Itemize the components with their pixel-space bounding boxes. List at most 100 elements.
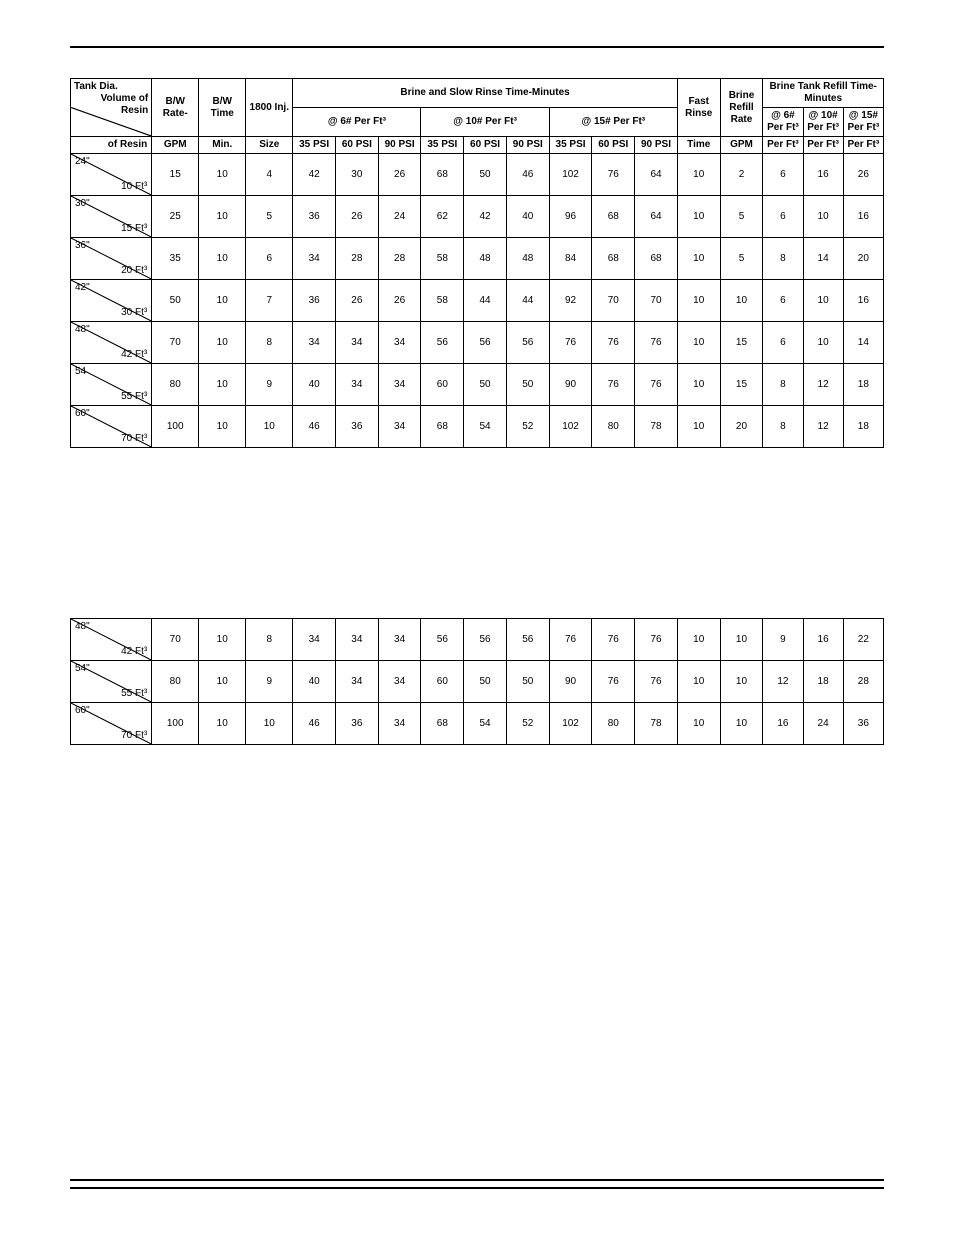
cell: 36: [293, 196, 336, 238]
cell: 10: [199, 364, 246, 406]
hdr-min: Min.: [199, 137, 246, 154]
cell: 92: [549, 280, 592, 322]
hdr-perft6: Per Ft³: [763, 137, 803, 154]
cell: 76: [635, 661, 678, 703]
cell: 20: [843, 238, 883, 280]
cell: 60: [421, 661, 464, 703]
cell: 44: [506, 280, 549, 322]
cell: 40: [293, 661, 336, 703]
tank-dia: 54: [75, 366, 86, 378]
cell: 8: [763, 364, 803, 406]
spec-table-2: 48"42 Ft³7010834343456565676767610109162…: [70, 618, 884, 745]
cell: 68: [592, 238, 635, 280]
cell: 76: [592, 364, 635, 406]
cell: 8: [763, 238, 803, 280]
cell: 14: [843, 322, 883, 364]
tank-vol: 42 Ft³: [121, 646, 147, 658]
cell: 34: [293, 322, 336, 364]
tank-vol: 70 Ft³: [121, 433, 147, 445]
cell: 56: [506, 322, 549, 364]
cell: 78: [635, 406, 678, 448]
cell: 6: [763, 196, 803, 238]
cell: 9: [246, 661, 293, 703]
table-row: 48"42 Ft³7010834343456565676767610156101…: [71, 322, 884, 364]
hdr-60b: 60 PSI: [464, 137, 507, 154]
hdr-35c: 35 PSI: [549, 137, 592, 154]
cell: 30: [336, 154, 379, 196]
cell: 70: [152, 619, 199, 661]
tank-dia: 24": [75, 156, 90, 168]
cell: 10: [720, 619, 763, 661]
hdr-r10: @ 10# Per Ft³: [803, 108, 843, 137]
hdr-volume: Volume of Resin: [71, 93, 148, 117]
tank-dia: 54": [75, 663, 90, 675]
cell: 10: [677, 364, 720, 406]
cell: 102: [549, 406, 592, 448]
cell: 5: [720, 196, 763, 238]
cell: 9: [246, 364, 293, 406]
cell: 76: [635, 619, 678, 661]
cell: 10: [677, 661, 720, 703]
cell: 24: [378, 196, 421, 238]
cell: 24: [803, 703, 843, 745]
table-row: 5455 Ft³80109403434605050907676101581218: [71, 364, 884, 406]
cell: 52: [506, 406, 549, 448]
cell: 34: [336, 661, 379, 703]
table-row: 54"55 Ft³8010940343460505090767610101218…: [71, 661, 884, 703]
tank-vol: 15 Ft³: [121, 223, 147, 235]
table-row: 48"42 Ft³7010834343456565676767610109162…: [71, 619, 884, 661]
tank-cell: 36"20 Ft³: [71, 238, 152, 280]
hdr-90a: 90 PSI: [378, 137, 421, 154]
cell: 64: [635, 154, 678, 196]
cell: 10: [720, 661, 763, 703]
hdr-r15: @ 15# Per Ft³: [843, 108, 883, 137]
cell: 58: [421, 280, 464, 322]
tank-cell: 30"15 Ft³: [71, 196, 152, 238]
tank-cell: 60"70 Ft³: [71, 406, 152, 448]
cell: 56: [421, 322, 464, 364]
cell: 64: [635, 196, 678, 238]
cell: 25: [152, 196, 199, 238]
hdr-fast-rinse: Fast Rinse: [685, 96, 712, 119]
cell: 50: [152, 280, 199, 322]
cell: 34: [378, 703, 421, 745]
cell: 7: [246, 280, 293, 322]
table-body-2: 48"42 Ft³7010834343456565676767610109162…: [71, 619, 884, 745]
cell: 80: [592, 703, 635, 745]
tank-vol: 42 Ft³: [121, 349, 147, 361]
cell: 102: [549, 703, 592, 745]
tank-vol: 55 Ft³: [121, 688, 147, 700]
cell: 10: [677, 703, 720, 745]
hdr-at10: @ 10# Per Ft³: [421, 108, 549, 137]
cell: 18: [803, 661, 843, 703]
cell: 40: [506, 196, 549, 238]
hdr-tank-dia: Tank Dia.: [71, 79, 151, 93]
cell: 10: [199, 661, 246, 703]
footer-rule-2: [70, 1187, 884, 1189]
cell: 90: [549, 661, 592, 703]
cell: 46: [293, 703, 336, 745]
cell: 16: [763, 703, 803, 745]
cell: 50: [506, 364, 549, 406]
cell: 68: [421, 406, 464, 448]
cell: 10: [677, 406, 720, 448]
cell: 34: [378, 661, 421, 703]
cell: 36: [336, 406, 379, 448]
tank-cell: 48"42 Ft³: [71, 322, 152, 364]
table-row: 36"20 Ft³3510634282858484884686810581420: [71, 238, 884, 280]
tank-vol: 10 Ft³: [121, 181, 147, 193]
tank-vol: 30 Ft³: [121, 307, 147, 319]
hdr-refill-title: Brine Tank Refill Time-Minutes: [769, 81, 876, 104]
cell: 76: [635, 322, 678, 364]
cell: 58: [421, 238, 464, 280]
tank-cell: 48"42 Ft³: [71, 619, 152, 661]
cell: 8: [246, 322, 293, 364]
cell: 34: [336, 364, 379, 406]
cell: 60: [421, 364, 464, 406]
cell: 56: [464, 619, 507, 661]
cell: 50: [464, 661, 507, 703]
spec-table-1: Tank Dia. Volume of Resin B/W Rate- B/W …: [70, 78, 884, 448]
hdr-of-resin: of Resin: [71, 137, 152, 154]
cell: 4: [246, 154, 293, 196]
cell: 100: [152, 406, 199, 448]
